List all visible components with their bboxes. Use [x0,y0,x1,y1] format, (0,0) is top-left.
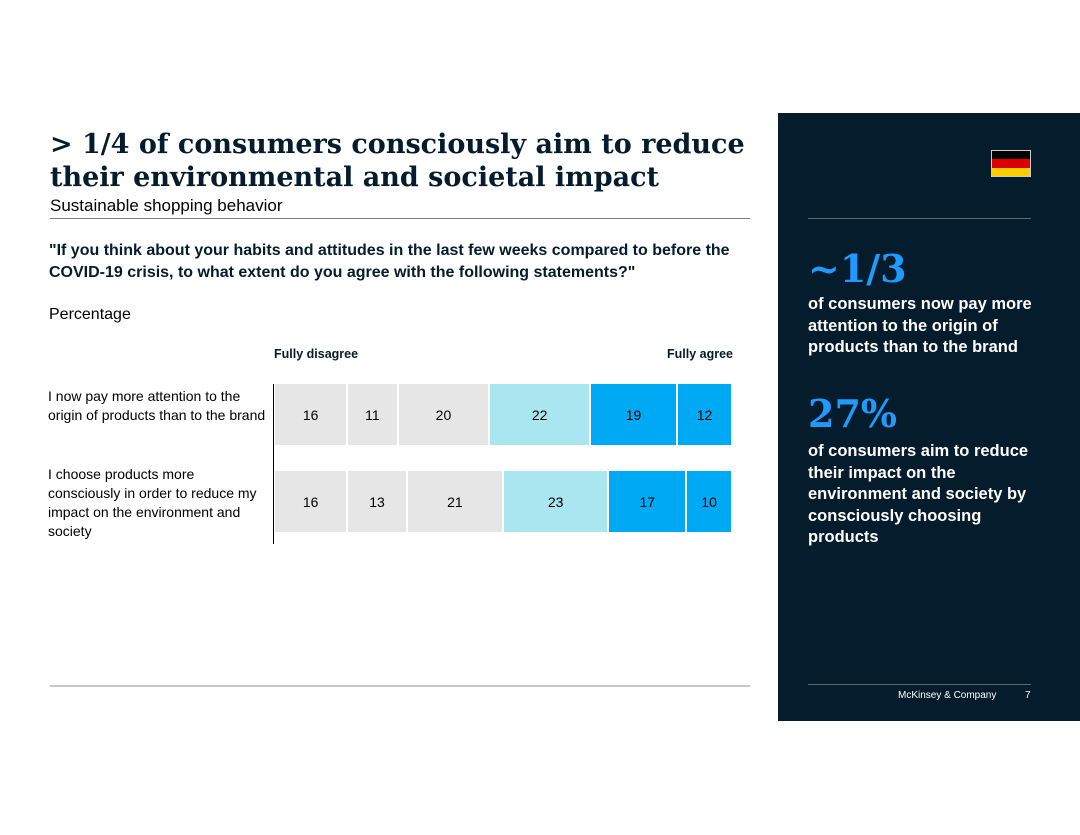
unit-label: Percentage [49,306,131,323]
data-label: 21 [447,493,463,510]
bottom-divider [50,685,750,687]
bar-segment-r1-s3: 20 [398,384,489,445]
flag-stripe-black [992,151,1030,160]
scale-label-left: Fully disagree [274,347,359,361]
bar-segment-r2-s2: 13 [348,471,406,532]
bar-segment-r1-s2: 11 [348,384,397,445]
key-stats-panel: ~1/3 of consumers now pay more attention… [778,113,1080,721]
bar-segment-r2-s5: 17 [609,471,686,532]
panel-divider [808,218,1031,219]
data-label: 20 [435,406,452,423]
bar-segment-r1-s5: 19 [591,384,677,445]
chart-axis [273,384,274,544]
stat-1-text: of consumers now pay more attention to t… [808,295,1032,356]
data-label: 22 [531,406,548,423]
data-label: 16 [302,493,319,510]
data-label: 23 [547,493,564,510]
data-label: 17 [639,493,656,510]
survey-question: "If you think about your habits and atti… [49,242,730,281]
page-subtitle: Sustainable shopping behavior [50,196,283,215]
bar-segment-r2-s1: 16 [275,471,347,532]
page-number: 7 [1025,690,1031,701]
data-label: 11 [365,406,380,423]
scale-label-right: Fully agree [667,347,733,361]
data-label: 10 [701,493,717,510]
bar-segment-r2-s3: 21 [407,471,502,532]
data-label: 19 [625,406,642,423]
bar-segment-r1-s1: 16 [275,384,347,445]
bar-segment-r2-s6: 10 [687,471,731,532]
panel-footer-divider [808,684,1031,685]
stat-1-value: ~1/3 [808,246,907,291]
data-label: 13 [369,493,385,510]
data-label: 16 [302,406,319,423]
stat-2-value: 27% [808,391,897,436]
flag-stripe-red [992,159,1030,168]
stat-2-text: of consumers aim to reduce their impact … [808,442,1029,546]
bar-segment-r2-s4: 23 [504,471,608,532]
bar-segment-r1-s6: 12 [678,384,731,445]
footer-company: McKinsey & Company [898,690,997,701]
germany-flag-icon [991,150,1031,177]
data-label: 12 [696,406,713,423]
bar-segment-r1-s4: 22 [490,384,589,445]
title-divider [50,218,750,219]
category-label-1: I now pay more attention to the origin o… [48,388,266,423]
flag-stripe-gold [992,167,1030,176]
page-title: > 1/4 of consumers consciously aim to re… [50,129,745,193]
category-label-2: I choose products more consciously in or… [48,466,257,539]
